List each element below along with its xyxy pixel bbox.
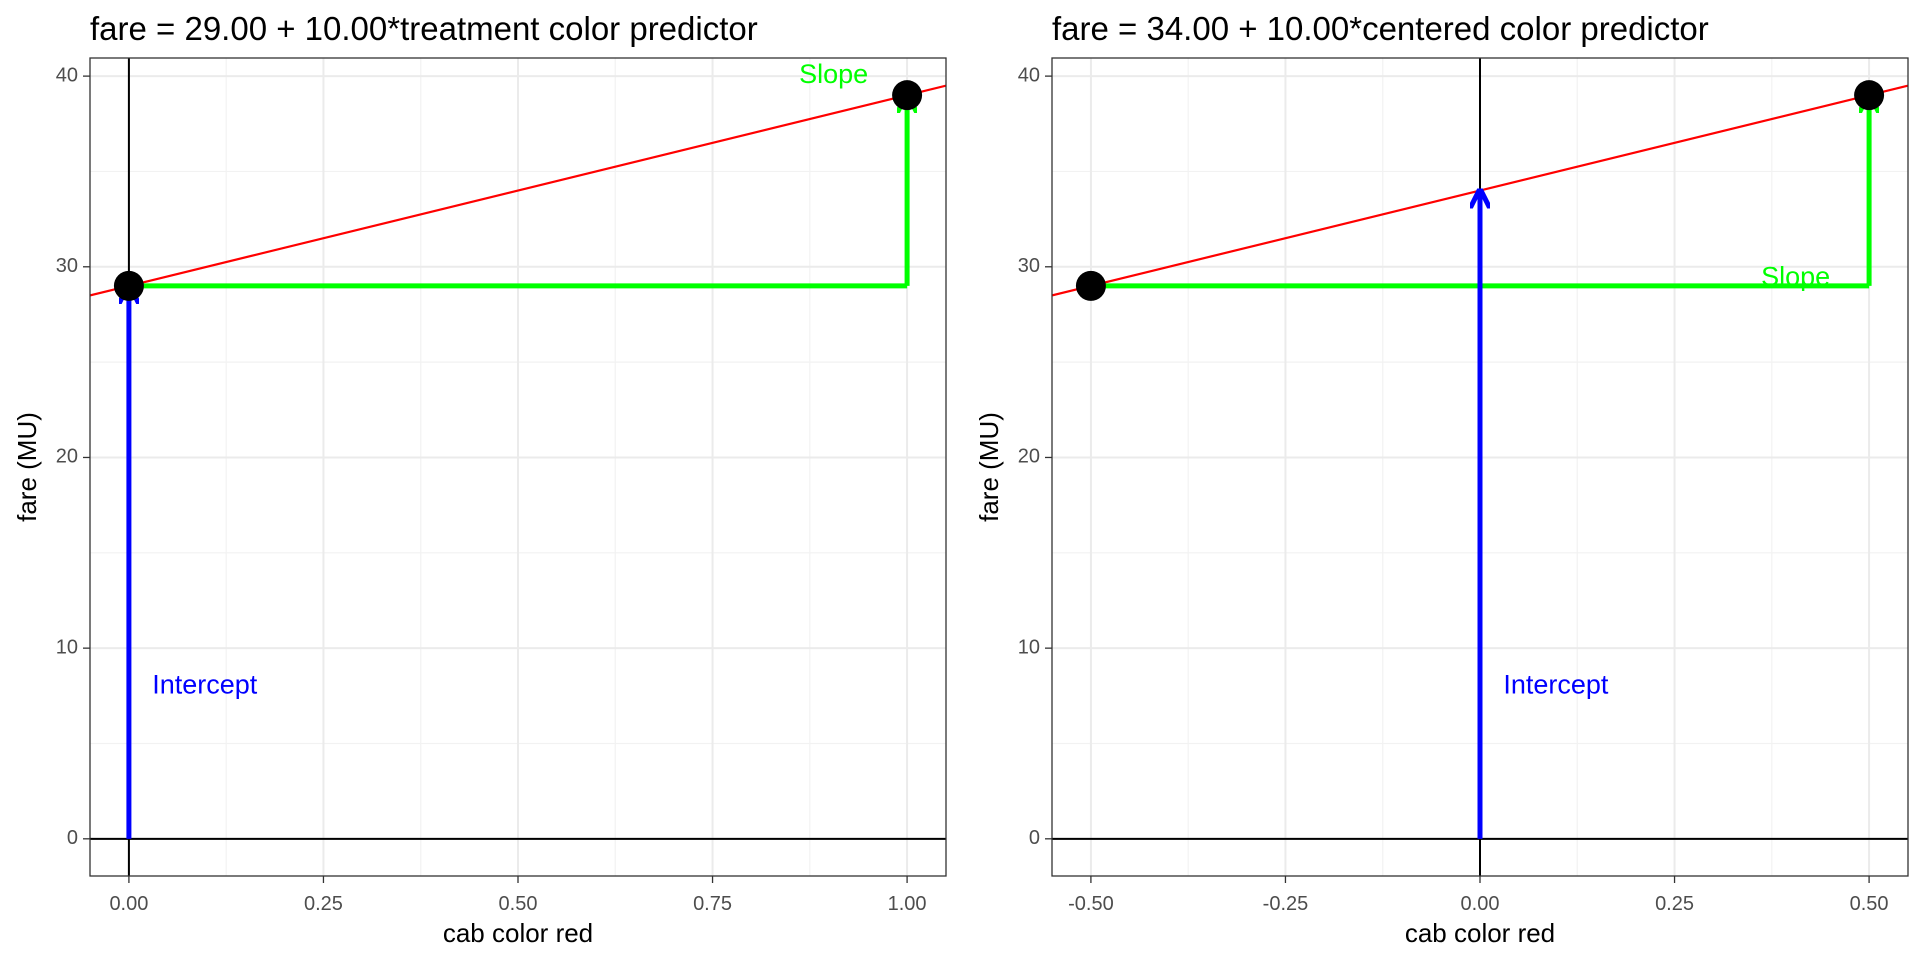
y-tick-label: 30 <box>56 255 78 277</box>
data-point <box>1075 270 1106 301</box>
x-axis-label: cab color red <box>1405 918 1555 948</box>
chart-title: fare = 34.00 + 10.00*centered color pred… <box>1052 10 1709 47</box>
y-tick-label: 0 <box>1029 827 1040 849</box>
data-point <box>113 270 144 301</box>
y-tick-label: 20 <box>1018 446 1040 468</box>
x-tick-label: 1.00 <box>888 893 927 915</box>
data-point <box>1854 80 1885 111</box>
regression-line <box>90 84 946 297</box>
x-tick-label: 0.00 <box>1461 893 1500 915</box>
data-point <box>892 80 923 111</box>
y-axis-label: fare (MU) <box>12 412 42 522</box>
panel-2: Intercept Slope -0.50 -0.25 0.00 0.25 0.50 0 10 2… <box>974 10 1909 948</box>
x-tick-label: 0.00 <box>109 893 148 915</box>
x-axis-label: cab color red <box>443 918 593 948</box>
panel-1: Intercept Slope 0.00 0.25 0.50 0.75 1.00 0 10 20 3… <box>12 10 947 948</box>
y-tick-label: 20 <box>56 446 78 468</box>
y-axis-label: fare (MU) <box>974 412 1004 522</box>
x-tick-label: 0.25 <box>1655 893 1694 915</box>
annotation-intercept: Intercept <box>152 669 258 699</box>
plot-area <box>90 58 946 876</box>
x-tick-label: 0.75 <box>693 893 732 915</box>
y-tick-label: 0 <box>67 827 78 849</box>
y-tick-label: 10 <box>1018 636 1040 658</box>
y-tick-label: 40 <box>56 64 78 86</box>
plot-area <box>1052 58 1908 876</box>
x-tick-label: -0.50 <box>1068 893 1114 915</box>
y-tick-label: 40 <box>1018 64 1040 86</box>
x-tick-label: 0.50 <box>499 893 538 915</box>
chart-title: fare = 29.00 + 10.00*treatment color pre… <box>90 10 758 47</box>
annotation-slope: Slope <box>799 59 868 89</box>
annotation-slope: Slope <box>1761 261 1830 291</box>
x-tick-label: 0.50 <box>1850 893 1889 915</box>
y-tick-label: 10 <box>56 636 78 658</box>
annotation-intercept: Intercept <box>1503 669 1609 699</box>
x-tick-label: 0.25 <box>304 893 343 915</box>
y-tick-label: 30 <box>1018 255 1040 277</box>
x-tick-label: -0.25 <box>1263 893 1309 915</box>
